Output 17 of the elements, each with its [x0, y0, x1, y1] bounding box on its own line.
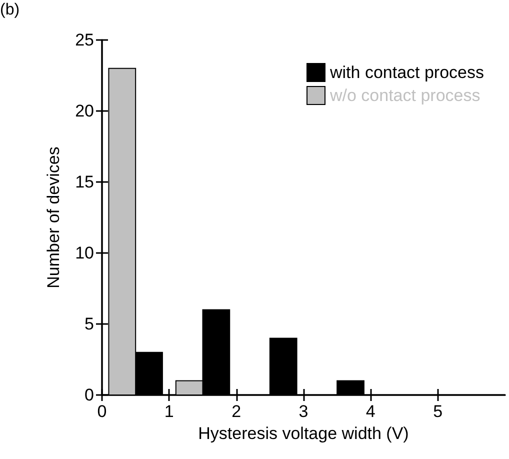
x-tick-label: 1 [164, 402, 174, 421]
y-axis-title: Number of devices [44, 146, 63, 288]
y-tick-label: 10 [75, 244, 94, 262]
legend-label: w/o contact process [328, 86, 480, 105]
y-tick-label: 20 [75, 102, 94, 120]
x-tick-label: 4 [366, 402, 376, 421]
x-tick-label: 5 [433, 402, 443, 421]
x-axis-title: Hysteresis voltage width (V) [198, 424, 409, 443]
y-tick-label: 0 [84, 386, 94, 404]
text: (b) [0, 2, 20, 18]
legend-label: with contact process [328, 63, 484, 82]
y-tick-label: 5 [84, 314, 94, 334]
x-tick-label: 0 [97, 402, 107, 421]
x-tick-label: 3 [298, 402, 308, 421]
x-tick-label: 2 [232, 402, 242, 421]
y-tick-label: 15 [75, 172, 94, 192]
y-tick-label: 25 [75, 30, 94, 50]
